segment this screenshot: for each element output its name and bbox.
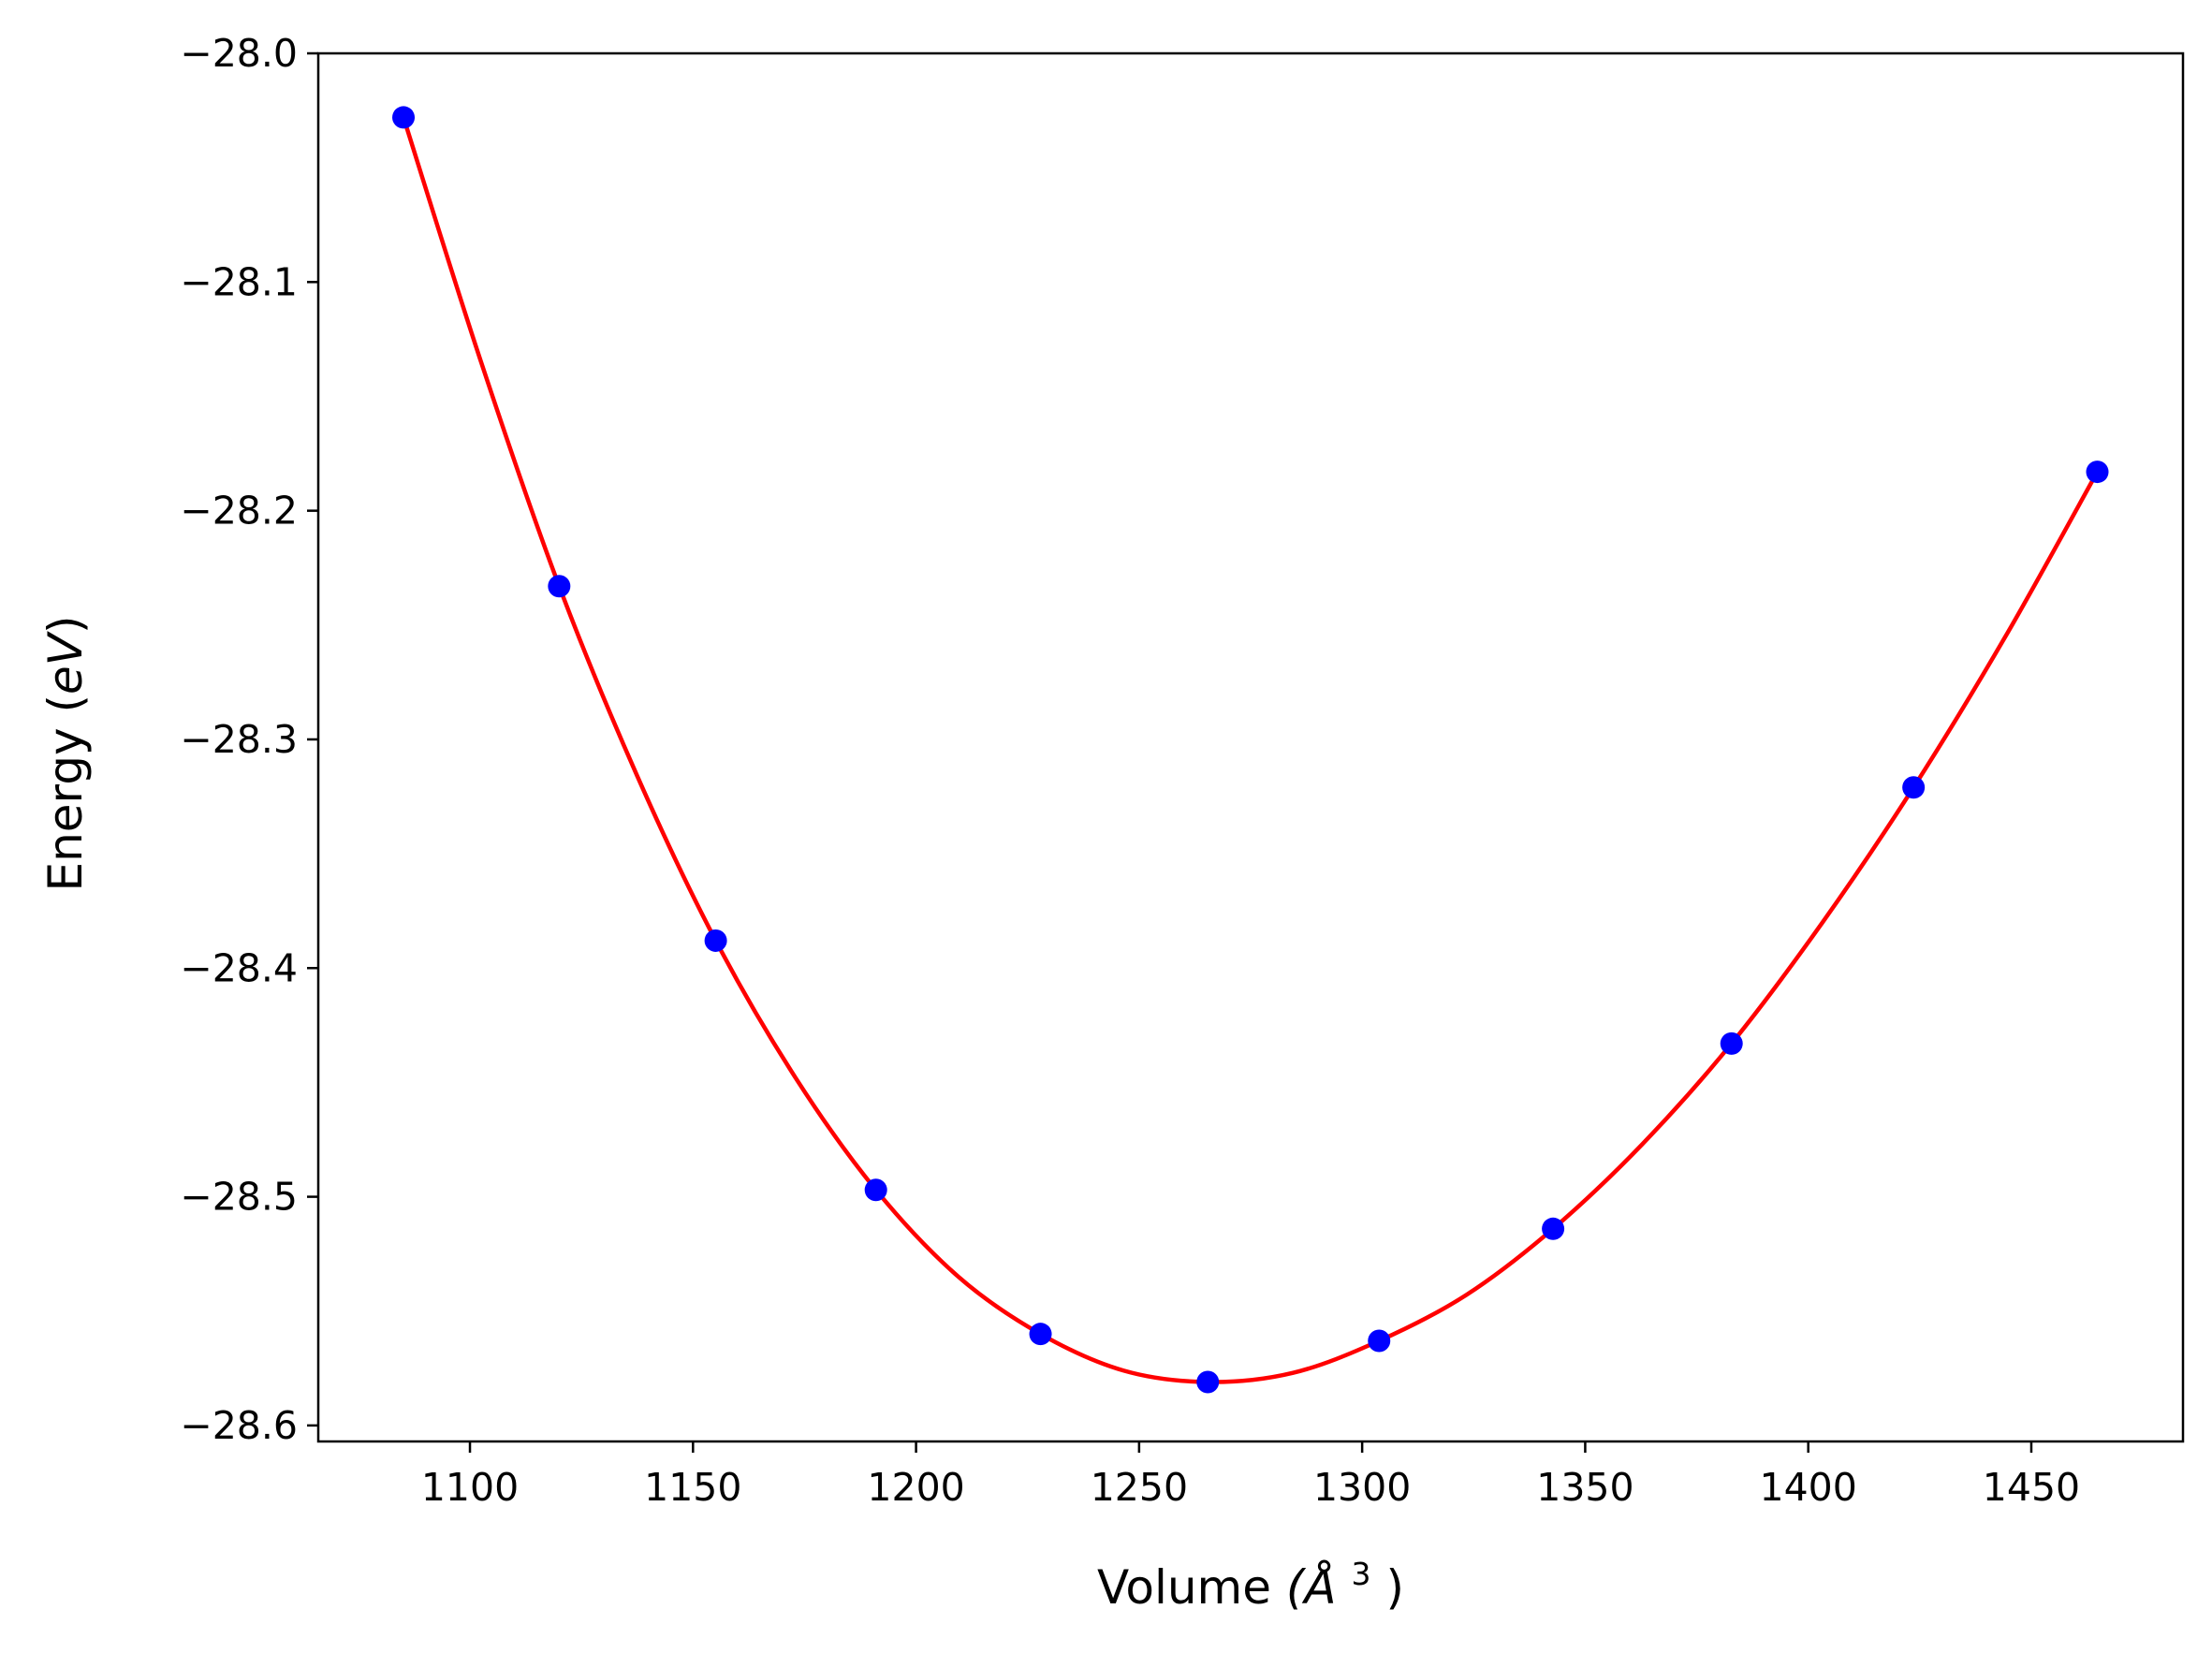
data-point: [1720, 1031, 1743, 1055]
fit-curve-line: [401, 115, 2100, 1384]
x-tick-label: 1200: [867, 1465, 964, 1510]
data-point: [2086, 461, 2109, 484]
y-axis-title-unit: eV: [38, 630, 93, 695]
x-tick-label: 1300: [1313, 1465, 1411, 1510]
y-axis-title-text: Energy: [38, 727, 93, 891]
data-point: [1029, 1323, 1052, 1346]
data-point: [1902, 776, 1926, 799]
y-axis-ticks: −28.0 −28.1 −28.2 −28.3 −28.4 −28.5 −28.6: [180, 31, 318, 1448]
x-tick-label: 1400: [1760, 1465, 1857, 1510]
y-tick-label: −28.4: [180, 945, 298, 990]
x-axis-title-text: Volume: [1097, 1560, 1271, 1615]
y-tick-label: −28.6: [180, 1403, 298, 1448]
data-point: [392, 106, 416, 129]
data-point: [864, 1178, 887, 1202]
x-tick-label: 1150: [644, 1465, 741, 1510]
x-axis-title: Volume (Å 3 ): [1097, 1542, 1404, 1615]
y-tick-label: −28.1: [180, 259, 298, 304]
x-axis-title-unit: (Å: [1286, 1560, 1337, 1615]
data-points-layer: [392, 106, 2109, 1394]
fit-curve-layer: [401, 115, 2100, 1384]
y-tick-label: −28.5: [180, 1175, 298, 1220]
x-axis-title-exponent: 3: [1352, 1556, 1371, 1592]
y-axis-title: Energy (eV): [38, 616, 93, 892]
x-tick-label: 1100: [421, 1465, 519, 1510]
plot-frame: [316, 51, 2185, 1443]
data-point: [548, 575, 571, 598]
x-tick-label: 1250: [1091, 1465, 1188, 1510]
y-tick-label: −28.3: [180, 717, 298, 762]
data-point: [1196, 1370, 1220, 1394]
y-axis-title-close: ): [38, 616, 93, 635]
data-point: [704, 929, 727, 952]
x-axis-ticks: 1100 1150 1200 1250 1300 1350 1400 1450: [421, 1441, 2080, 1510]
data-point: [1542, 1217, 1565, 1240]
data-point: [1368, 1329, 1391, 1353]
y-tick-label: −28.2: [180, 489, 298, 534]
y-axis-title-open: (: [38, 695, 93, 713]
y-tick-label: −28.0: [180, 31, 298, 76]
x-axis-title-close: ): [1385, 1560, 1404, 1615]
x-tick-label: 1350: [1536, 1465, 1633, 1510]
x-tick-label: 1450: [1983, 1465, 2080, 1510]
